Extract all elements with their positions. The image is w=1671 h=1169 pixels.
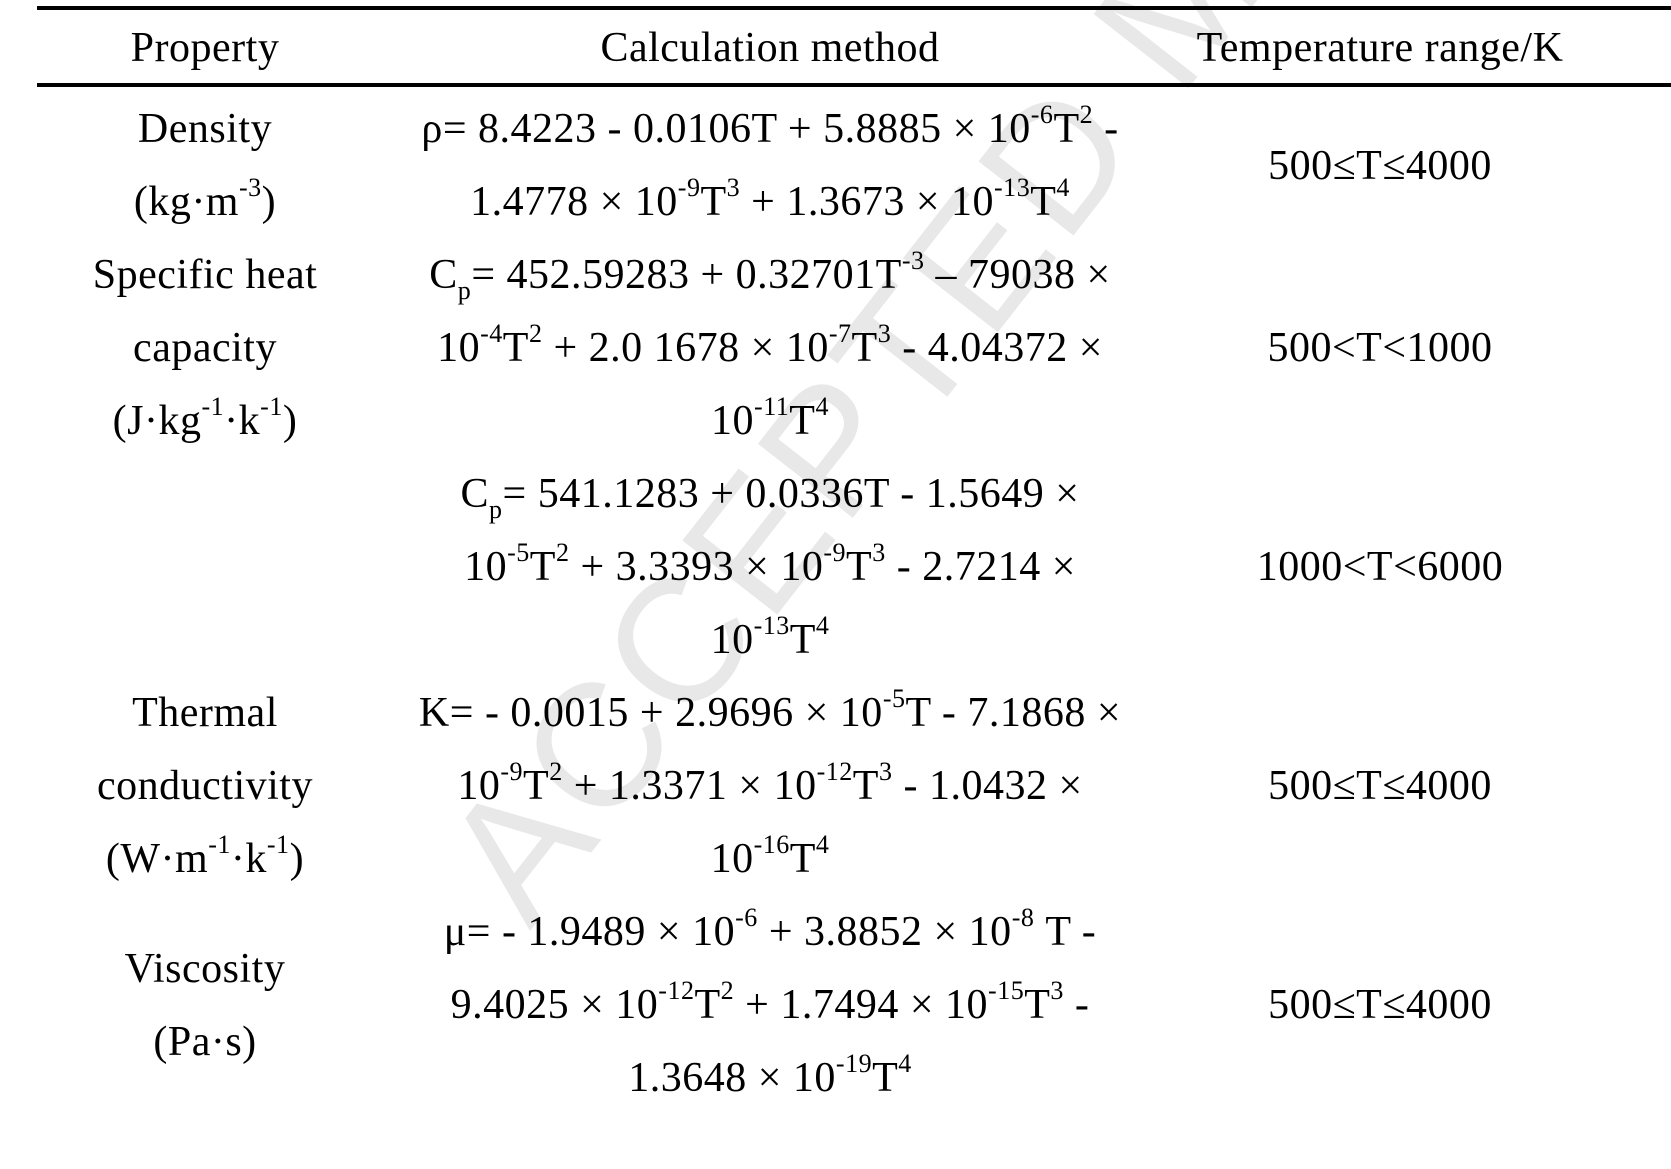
property-line: Density [137, 106, 273, 152]
calculation-cell: ρ= 8.4223 - 0.0106T + 5.8885 × 10-6T2 - 1… [380, 93, 1160, 239]
property-line: Viscosity [124, 945, 286, 992]
calculation-line: 10-13T4 [710, 611, 830, 663]
calculation-line: 10-16T4 [710, 830, 830, 882]
calculation-line: 10-9T2 + 1.3371 × 10-12T3 - 1.0432 × [457, 757, 1083, 809]
temperature-range-cell: 500≤T≤4000 [1268, 142, 1492, 189]
calculation-line: K= - 0.0015 + 2.9696 × 10-5T - 7.1868 × [418, 684, 1122, 736]
calculation-cell: Cp= 452.59283 + 0.32701T-3 – 79038 × 10-4… [380, 239, 1160, 458]
calculation-line: 10-11T4 [711, 392, 829, 444]
property-line: Thermal [132, 690, 278, 736]
header-property: Property [130, 25, 280, 71]
property-cell: Thermal conductivity (W·m-1·k-1) [40, 677, 370, 896]
calculation-line: Cp= 452.59283 + 0.32701T-3 – 79038 × [429, 246, 1111, 305]
property-cell: Viscosity (Pa·s) [40, 933, 370, 1079]
property-line: (Pa·s) [153, 1018, 257, 1065]
calculation-line: 1.3648 × 10-19T4 [628, 1049, 912, 1101]
property-line: Specific heat [92, 252, 318, 298]
property-line: (W·m-1·k-1) [105, 830, 305, 882]
calculation-line: 10-5T2 + 3.3393 × 10-9T3 - 2.7214 × [464, 538, 1076, 590]
property-line: (J·kg-1·k-1) [112, 392, 298, 444]
calculation-cell: Cp= 541.1283 + 0.0336T - 1.5649 × 10-5T2 … [380, 458, 1160, 677]
temperature-range-cell: 500≤T≤4000 [1268, 982, 1492, 1028]
header-temperature-range: Temperature range/K [1196, 25, 1564, 71]
temperature-range-cell: 500≤T≤4000 [1268, 763, 1492, 809]
property-cell: Density (kg·m-3) [40, 93, 370, 239]
table-header-rule [37, 83, 1671, 87]
calculation-line: 1.4778 × 10-9T3 + 1.3673 × 10-13T4 [470, 173, 1070, 225]
calculation-line: Cp= 541.1283 + 0.0336T - 1.5649 × [460, 471, 1080, 524]
header-calculation: Calculation method [600, 25, 940, 71]
calculation-line: ρ= 8.4223 - 0.0106T + 5.8885 × 10-6T2 - [421, 100, 1119, 152]
calculation-line: 9.4025 × 10-12T2 + 1.7494 × 10-15T3 - [450, 976, 1090, 1028]
property-line: capacity [133, 325, 277, 371]
calculation-line: μ= - 1.9489 × 10-6 + 3.8852 × 10-8 T - [443, 903, 1097, 955]
temperature-range-cell: 500<T<1000 [1267, 325, 1493, 371]
property-line: (kg·m-3) [133, 173, 277, 225]
calculation-cell: K= - 0.0015 + 2.9696 × 10-5T - 7.1868 × 1… [380, 677, 1160, 896]
property-cell: Specific heat capacity (J·kg-1·k-1) [40, 239, 370, 458]
calculation-cell: μ= - 1.9489 × 10-6 + 3.8852 × 10-8 T - 9.… [380, 896, 1160, 1115]
table-top-rule [37, 6, 1671, 10]
calculation-line: 10-4T2 + 2.0 1678 × 10-7T3 - 4.04372 × [437, 319, 1103, 371]
property-line: conductivity [97, 763, 313, 809]
temperature-range-cell: 1000<T<6000 [1256, 544, 1504, 590]
